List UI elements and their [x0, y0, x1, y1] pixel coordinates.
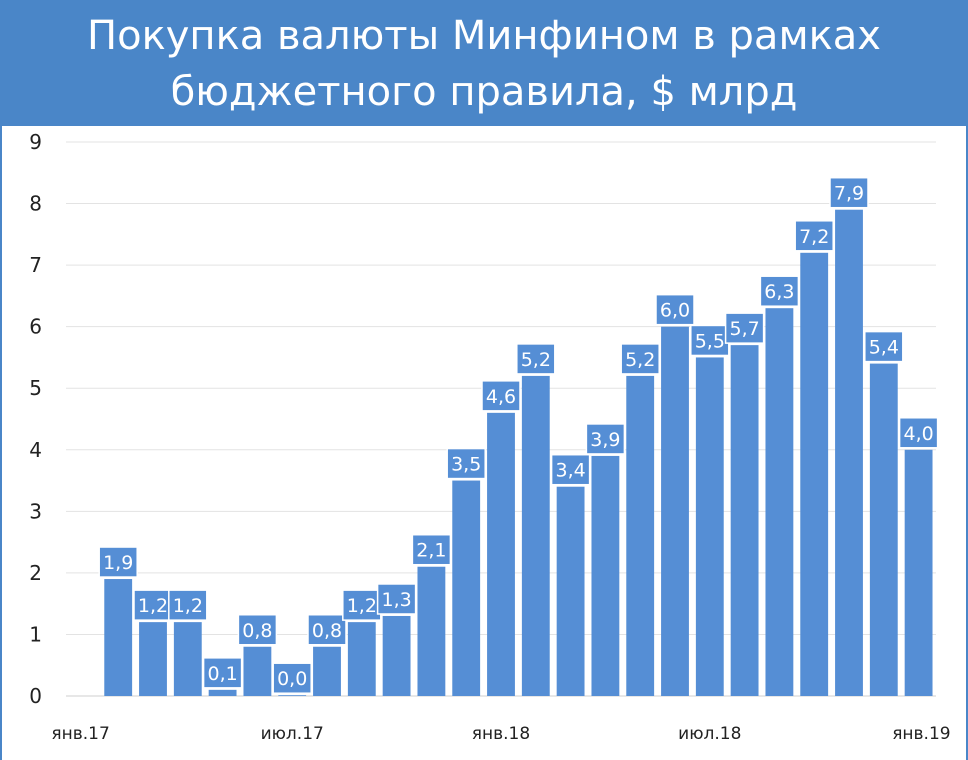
data-label: 0,8 — [242, 620, 272, 642]
data-label-box — [724, 312, 765, 344]
data-label: 5,2 — [521, 349, 551, 371]
data-label: 7,2 — [799, 226, 829, 248]
data-label-box — [759, 275, 800, 307]
bar — [347, 622, 376, 696]
bar — [313, 646, 341, 696]
data-label-box — [620, 343, 660, 375]
data-label: 2,1 — [416, 540, 446, 562]
bar — [173, 622, 202, 696]
x-tick-label: янв.19 — [892, 724, 950, 744]
data-label: 3,9 — [590, 429, 620, 451]
data-label: 7,9 — [834, 183, 864, 205]
data-label: 6,0 — [660, 300, 690, 322]
chart-title-line-2: бюджетного правила, $ млрд — [170, 69, 798, 115]
bar — [278, 695, 307, 696]
data-label: 1,2 — [347, 595, 377, 617]
x-tick-label: июл.17 — [261, 724, 324, 744]
data-label-box — [446, 447, 486, 480]
y-tick-label: 3 — [29, 499, 42, 523]
bar — [243, 646, 272, 696]
data-label: 4,6 — [486, 386, 516, 408]
data-label: 5,4 — [869, 337, 899, 359]
data-label: 5,7 — [729, 318, 759, 340]
y-tick-label: 7 — [29, 253, 42, 277]
data-label: 4,0 — [903, 423, 933, 445]
data-label: 0,1 — [207, 663, 237, 685]
data-label-box — [237, 614, 278, 646]
y-tick-label: 5 — [29, 376, 42, 400]
bar — [521, 375, 550, 696]
data-label: 0,0 — [277, 668, 307, 690]
data-label: 1,2 — [138, 595, 168, 617]
chart-title-line-1: Покупка валюты Минфином в рамках — [87, 13, 881, 59]
bar — [626, 375, 655, 696]
data-label-box — [864, 330, 904, 363]
data-label: 3,4 — [555, 460, 585, 482]
y-tick-label: 9 — [29, 130, 42, 154]
data-label-box — [168, 589, 208, 621]
data-label-box — [829, 176, 869, 209]
y-tick-label: 8 — [29, 192, 42, 216]
bar — [835, 209, 863, 696]
bar — [139, 622, 167, 696]
data-label-box — [516, 343, 556, 375]
bar — [452, 480, 481, 696]
bar — [765, 308, 794, 696]
bar — [487, 412, 515, 696]
bar — [104, 579, 133, 696]
data-label: 1,2 — [173, 595, 203, 617]
y-tick-label: 4 — [29, 438, 42, 462]
x-tick-label: июл.18 — [678, 724, 741, 744]
bar — [800, 252, 829, 697]
data-label: 0,8 — [312, 620, 342, 642]
data-label-box — [481, 380, 521, 412]
bar — [869, 363, 898, 696]
data-label-box — [655, 293, 695, 326]
data-label: 5,2 — [625, 349, 655, 371]
data-label-box — [133, 589, 173, 621]
data-label-box — [202, 657, 243, 689]
bar — [730, 345, 759, 696]
y-tick-label: 6 — [29, 315, 42, 339]
bar — [695, 357, 724, 696]
data-label: 5,5 — [695, 330, 725, 352]
data-label-box — [376, 583, 417, 615]
data-label-box — [307, 614, 347, 646]
data-label-box — [411, 533, 452, 566]
data-label: 3,5 — [451, 454, 481, 476]
bar — [417, 566, 446, 696]
data-label-box — [550, 453, 591, 486]
plot-area: 0 1 2 3 4 5 6 7 8 9 1,9 1,2 1,2 0,1 0,8 0,0 0,8 1,2 1,3 2,1… — [0, 126, 968, 760]
y-tick-label: 0 — [29, 684, 42, 708]
y-tick-label: 1 — [29, 622, 42, 646]
data-label-box — [98, 546, 138, 578]
bar — [382, 615, 411, 696]
y-tick-label: 2 — [29, 561, 42, 585]
data-label: 1,3 — [381, 589, 411, 611]
bar — [904, 449, 933, 696]
data-label-box — [585, 423, 626, 455]
bar — [556, 486, 585, 696]
bar — [591, 455, 620, 696]
data-label: 6,3 — [764, 281, 794, 303]
bar — [208, 689, 237, 696]
data-label-box — [898, 417, 939, 449]
data-label-box — [794, 220, 834, 252]
bar — [661, 326, 689, 696]
data-label-box — [272, 662, 312, 694]
data-label: 1,9 — [103, 552, 133, 574]
x-tick-label: янв.17 — [51, 724, 109, 744]
chart-title-banner: Покупка валюты Минфином в рамках бюджетн… — [0, 0, 968, 126]
x-tick-label: янв.18 — [472, 724, 530, 744]
